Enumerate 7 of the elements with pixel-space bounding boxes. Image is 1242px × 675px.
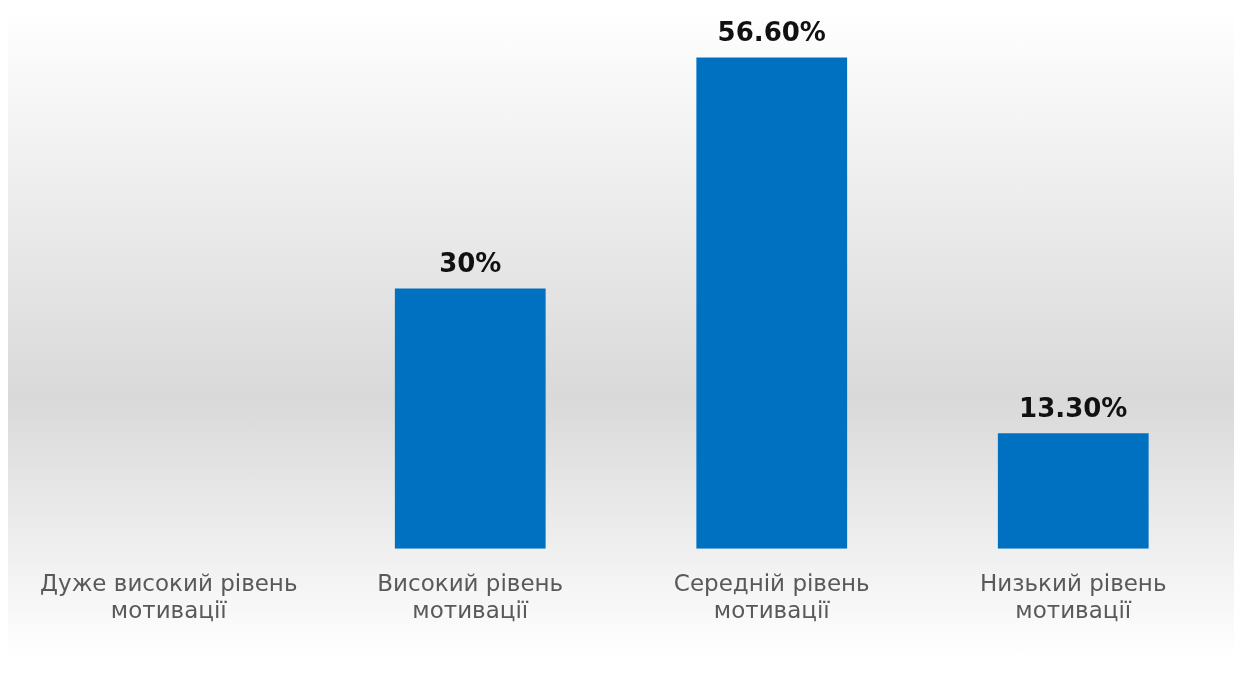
- data-label: 56.60%: [717, 17, 826, 48]
- x-tick-label: Дуже високий рівень мотивації: [40, 569, 298, 624]
- data-label: 30%: [439, 248, 502, 279]
- data-label: 13.30%: [1019, 393, 1128, 424]
- x-tick-label: Низький рівень мотивації: [980, 569, 1167, 624]
- x-tick-label: Високий рівень мотивації: [377, 569, 564, 624]
- x-tick-label: Середній рівень мотивації: [673, 569, 870, 624]
